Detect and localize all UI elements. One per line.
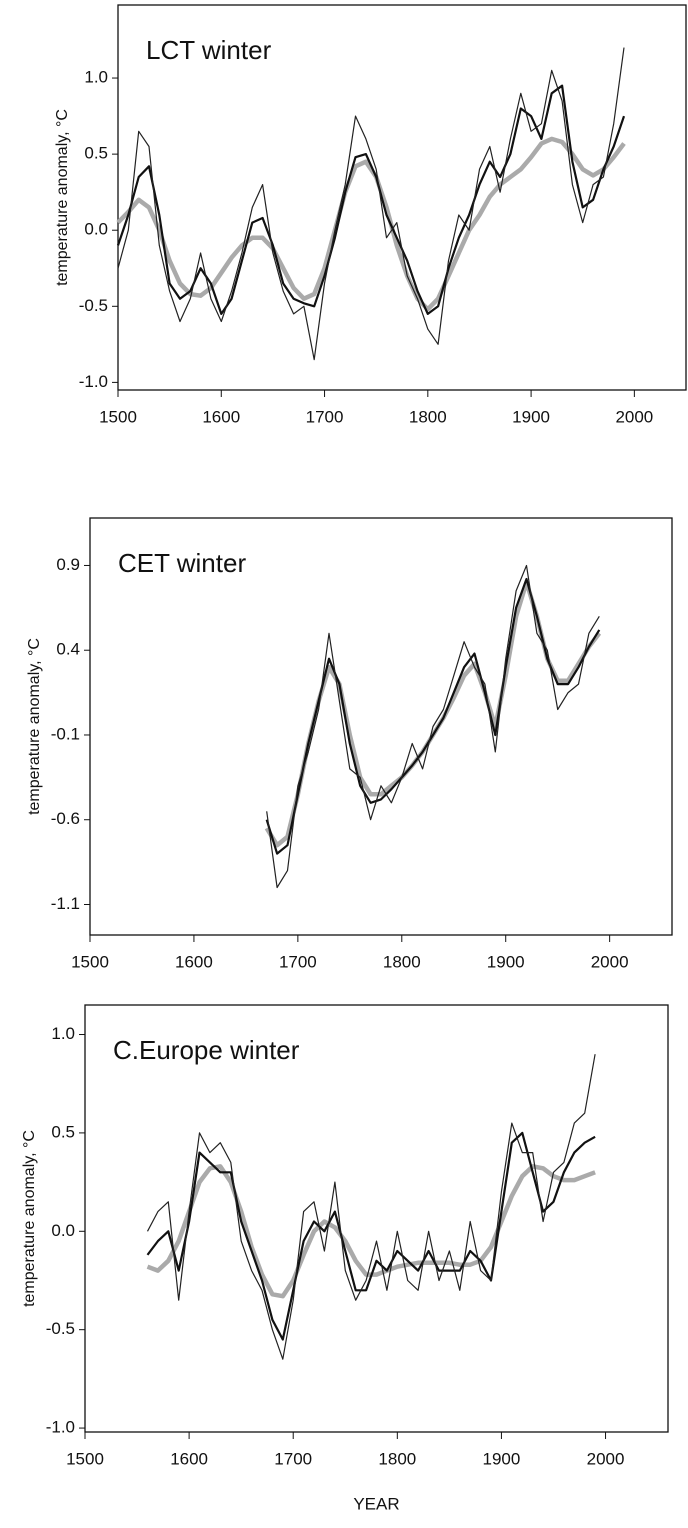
x-tick-label: 1500: [66, 1449, 104, 1468]
x-tick-label: 1900: [512, 407, 550, 426]
x-tick-label: 1800: [378, 1449, 416, 1468]
y-tick-label: -0.6: [51, 809, 80, 828]
x-tick-label: 1700: [279, 952, 317, 971]
y-axis-label: temperature anomaly, °C: [21, 1130, 38, 1307]
x-tick-label: 1700: [306, 407, 344, 426]
plot-frame: [117, 4, 687, 391]
x-tick-label: 1800: [409, 407, 447, 426]
data-line: [116, 84, 626, 315]
y-tick-label: -1.1: [51, 894, 80, 913]
x-tick-label: 1600: [175, 952, 213, 971]
y-tick-label: 0.5: [51, 1122, 75, 1141]
y-tick-label: 0.4: [56, 640, 80, 659]
y-tick-label: -1.0: [79, 372, 108, 391]
x-tick-label: 1500: [71, 952, 109, 971]
y-tick-label: -0.1: [51, 724, 80, 743]
data-line: [116, 136, 626, 312]
x-tick-label: 1700: [274, 1449, 312, 1468]
plot-frame: [84, 1004, 669, 1433]
data-line: [146, 1054, 596, 1360]
y-tick-label: 0.9: [56, 555, 80, 574]
plot-frame: [89, 517, 673, 936]
x-tick-label: 1800: [383, 952, 421, 971]
x-tick-label: 1900: [483, 1449, 521, 1468]
y-tick-label: 1.0: [84, 68, 108, 87]
data-line: [117, 47, 625, 361]
chart-title: CET winter: [118, 548, 246, 578]
y-tick-label: 1.0: [51, 1024, 75, 1043]
chart-title: LCT winter: [146, 35, 272, 65]
chart-title: C.Europe winter: [113, 1035, 300, 1065]
x-tick-label: 1600: [202, 407, 240, 426]
x-tick-label: 1900: [487, 952, 525, 971]
x-tick-label: 2000: [615, 407, 653, 426]
x-axis-label: YEAR: [353, 1494, 399, 1513]
x-tick-label: 2000: [591, 952, 629, 971]
y-tick-label: 0.5: [84, 144, 108, 163]
y-tick-label: -0.5: [79, 296, 108, 315]
y-tick-label: -1.0: [46, 1418, 75, 1437]
x-tick-label: 1600: [170, 1449, 208, 1468]
x-tick-label: 2000: [587, 1449, 625, 1468]
data-line: [146, 1131, 596, 1341]
y-tick-label: 0.0: [51, 1221, 75, 1240]
data-line: [266, 564, 600, 889]
y-axis-label: temperature anomaly, °C: [54, 109, 71, 286]
y-tick-label: 0.0: [84, 220, 108, 239]
y-axis-label: temperature anomaly, °C: [26, 638, 43, 815]
x-tick-label: 1500: [99, 407, 137, 426]
y-tick-label: -0.5: [46, 1319, 75, 1338]
